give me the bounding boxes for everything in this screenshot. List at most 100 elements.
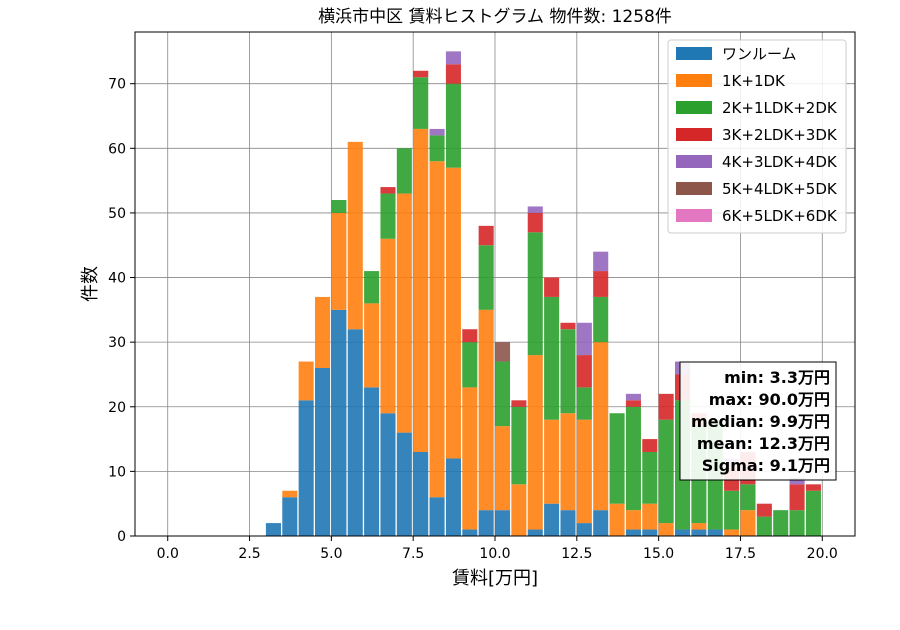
bar-segment-series-1 bbox=[576, 419, 592, 524]
bars bbox=[265, 51, 821, 536]
bar-segment-series-3 bbox=[658, 393, 674, 420]
legend-label: 5K+4LDK+5DK bbox=[722, 180, 838, 198]
x-tick-label: 7.5 bbox=[402, 546, 424, 562]
bar-segment-series-0 bbox=[625, 529, 641, 536]
bar-segment-series-1 bbox=[691, 523, 707, 530]
bar-segment-series-0 bbox=[331, 309, 347, 536]
y-tick-label: 60 bbox=[108, 141, 126, 157]
legend-box bbox=[667, 39, 847, 234]
bar-segment-series-1 bbox=[282, 490, 298, 498]
bar-segment-series-3 bbox=[380, 187, 396, 194]
bar-segment-series-0 bbox=[347, 329, 363, 536]
x-tick-label: 0.0 bbox=[157, 546, 179, 562]
legend-label: 6K+5LDK+6DK bbox=[722, 207, 838, 225]
bar-segment-series-4 bbox=[527, 206, 543, 213]
bar-segment-series-1 bbox=[315, 296, 331, 368]
bar-segment-series-2 bbox=[380, 193, 396, 239]
bar-segment-series-1 bbox=[429, 161, 445, 498]
y-tick-label: 0 bbox=[117, 529, 126, 545]
bar-segment-series-2 bbox=[364, 271, 380, 304]
bar-segment-series-4 bbox=[789, 477, 805, 485]
bar-segment-series-3 bbox=[576, 355, 592, 388]
stats-sigma: Sigma: 9.1万円 bbox=[702, 456, 830, 475]
bar-segment-series-2 bbox=[560, 329, 576, 414]
stats-min: min: 3.3万円 bbox=[724, 368, 830, 387]
axis-ticks: 0.0 2.5 5.0 7.5 10.0 12.5 15.0 17.5 20.0 0 10 20 30 4… bbox=[108, 77, 838, 562]
bar-segment-series-0 bbox=[364, 387, 380, 536]
bar-segment-series-3 bbox=[478, 225, 494, 246]
bar-segment-series-2 bbox=[724, 490, 740, 530]
legend-swatch bbox=[676, 74, 712, 87]
bar-segment-series-2 bbox=[478, 245, 494, 310]
bar-segment-series-3 bbox=[544, 277, 560, 297]
bar-segment-series-0 bbox=[691, 529, 707, 536]
bar-segment-series-1 bbox=[364, 303, 380, 388]
bar-segment-series-0 bbox=[495, 510, 511, 536]
bar-segment-series-2 bbox=[544, 296, 560, 420]
bar-segment-series-1 bbox=[331, 212, 347, 310]
bar-segment-series-1 bbox=[380, 238, 396, 414]
bar-segment-series-0 bbox=[265, 523, 281, 536]
y-tick-label: 20 bbox=[108, 400, 126, 416]
bar-segment-series-1 bbox=[495, 426, 511, 511]
bar-segment-series-2 bbox=[511, 406, 527, 485]
stats-max: max: 90.0万円 bbox=[709, 390, 830, 409]
bar-segment-series-0 bbox=[576, 523, 592, 536]
bar-segment-series-2 bbox=[429, 135, 445, 162]
legend-label: 4K+3LDK+4DK bbox=[722, 153, 838, 171]
bar-segment-series-3 bbox=[789, 484, 805, 511]
bar-segment-series-4 bbox=[445, 51, 461, 65]
bar-segment-series-1 bbox=[511, 484, 527, 536]
bar-segment-series-2 bbox=[331, 200, 347, 213]
y-tick-label: 50 bbox=[108, 206, 126, 222]
bar-segment-series-1 bbox=[527, 355, 543, 530]
x-tick-label: 12.5 bbox=[561, 546, 592, 562]
bar-segment-series-2 bbox=[495, 361, 511, 427]
x-tick-label: 20.0 bbox=[807, 546, 838, 562]
bar-segment-series-1 bbox=[298, 361, 314, 401]
bar-segment-series-1 bbox=[593, 342, 609, 511]
bar-segment-series-2 bbox=[658, 419, 674, 524]
x-axis-label: 賃料[万円] bbox=[452, 568, 538, 589]
bar-segment-series-3 bbox=[413, 70, 429, 78]
bar-segment-series-1 bbox=[347, 141, 363, 330]
bar-segment-series-0 bbox=[445, 458, 461, 536]
bar-segment-series-1 bbox=[609, 503, 625, 536]
bar-segment-series-0 bbox=[413, 452, 429, 536]
bar-segment-series-0 bbox=[380, 413, 396, 536]
bar-segment-series-1 bbox=[560, 413, 576, 511]
y-tick-label: 70 bbox=[108, 77, 126, 93]
bar-segment-series-3 bbox=[805, 484, 821, 491]
bar-segment-series-2 bbox=[527, 232, 543, 356]
bar-segment-series-2 bbox=[593, 296, 609, 343]
bar-segment-series-0 bbox=[396, 432, 412, 536]
stats-mean: mean: 12.3万円 bbox=[697, 434, 830, 453]
bar-segment-series-3 bbox=[756, 503, 772, 517]
chart-title: 横浜市中区 賃料ヒストグラム 物件数: 1258件 bbox=[318, 7, 672, 27]
bar-segment-series-2 bbox=[462, 342, 478, 388]
legend-swatch bbox=[676, 155, 712, 168]
bar-segment-series-3 bbox=[445, 64, 461, 84]
legend-swatch bbox=[676, 47, 712, 60]
bar-segment-series-1 bbox=[740, 510, 756, 536]
bar-segment-series-1 bbox=[642, 503, 658, 530]
bar-segment-series-2 bbox=[576, 387, 592, 420]
legend-swatch bbox=[676, 128, 712, 141]
stats-frame bbox=[679, 361, 837, 481]
bar-segment-series-1 bbox=[625, 510, 641, 530]
bar-segment-series-3 bbox=[593, 271, 609, 297]
y-tick-label: 40 bbox=[108, 271, 126, 287]
bar-segment-series-1 bbox=[724, 529, 740, 536]
x-tick-label: 2.5 bbox=[238, 546, 260, 562]
bar-segment-series-3 bbox=[462, 329, 478, 343]
x-tick-label: 15.0 bbox=[643, 546, 674, 562]
bar-segment-series-5 bbox=[495, 342, 511, 362]
bar-segment-series-2 bbox=[773, 510, 789, 536]
bar-segment-series-2 bbox=[756, 516, 772, 536]
bar-segment-series-0 bbox=[560, 510, 576, 536]
bar-segment-series-0 bbox=[707, 529, 723, 536]
bar-segment-series-2 bbox=[642, 452, 658, 504]
legend-swatch bbox=[676, 209, 712, 222]
legend-swatch bbox=[676, 182, 712, 195]
legend-label: ワンルーム bbox=[722, 45, 797, 63]
